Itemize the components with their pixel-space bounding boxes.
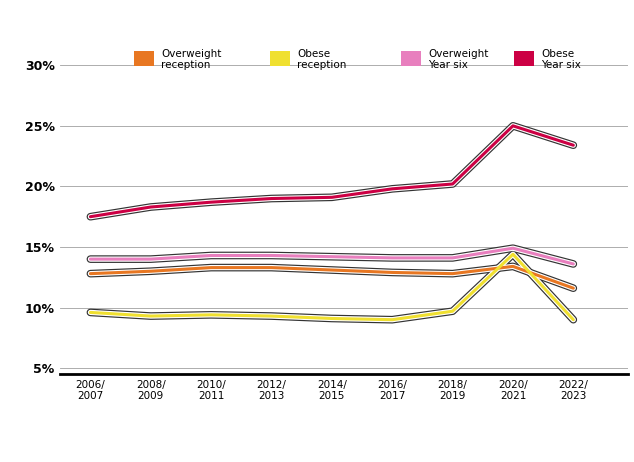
Text: Overweight
reception: Overweight reception <box>161 49 222 70</box>
Bar <box>270 51 290 66</box>
Text: Obese
Year six: Obese Year six <box>541 49 581 70</box>
Bar <box>134 51 154 66</box>
Text: Obese
reception: Obese reception <box>297 49 347 70</box>
Text: Overweight
Year six: Overweight Year six <box>428 49 488 70</box>
Bar <box>514 51 534 66</box>
Text: HOW ENGLAND'S CHILDREN HAVE GOTTEN FATTER OVER TIME: HOW ENGLAND'S CHILDREN HAVE GOTTEN FATTE… <box>14 15 620 33</box>
Bar <box>401 51 420 66</box>
